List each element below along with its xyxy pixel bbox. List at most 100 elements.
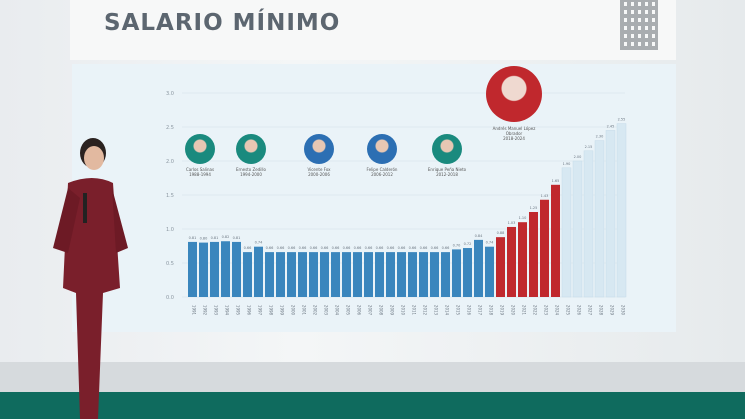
president-calderon: Felipe Calderón 2006-2012 <box>352 134 412 177</box>
x-tick-label: 2028 <box>599 305 604 316</box>
president-term: 2012-2018 <box>436 172 458 177</box>
data-label: 0.66 <box>288 246 296 250</box>
bar-historic <box>419 252 428 297</box>
x-tick-label: 2024 <box>555 305 560 316</box>
portrait <box>304 134 334 164</box>
data-label: 0.66 <box>431 246 439 250</box>
bar-amlo <box>551 184 560 297</box>
data-label: 0.74 <box>255 241 264 245</box>
bar-projection <box>561 167 572 298</box>
bar-historic <box>397 252 406 297</box>
data-label: 2.15 <box>585 145 593 149</box>
president-name: Vicente Fox <box>307 167 331 172</box>
x-tick-label: 2026 <box>577 305 582 316</box>
president-name: Felipe Calderón <box>366 167 398 172</box>
bar-projection <box>594 140 605 298</box>
bar-historic <box>254 246 263 297</box>
president-name: Carlos Salinas <box>185 167 215 172</box>
x-tick-label: 2010 <box>401 305 406 316</box>
x-tick-label: 2013 <box>434 305 439 316</box>
x-tick-label: 1993 <box>214 305 219 316</box>
x-tick-label: 1994 <box>225 305 230 316</box>
data-label: 0.66 <box>266 246 274 250</box>
data-label: 0.82 <box>222 235 230 239</box>
data-label: 0.81 <box>233 236 241 240</box>
x-tick-label: 2003 <box>324 305 329 316</box>
bar-historic <box>441 252 450 297</box>
y-tick-label: 1.0 <box>166 227 174 233</box>
x-tick-label: 2014 <box>445 305 450 316</box>
x-tick-label: 2002 <box>313 305 318 316</box>
data-label: 0.66 <box>343 246 351 250</box>
x-tick-label: 2027 <box>588 305 593 316</box>
y-tick-label: 1.5 <box>166 193 174 199</box>
x-tick-label: 2004 <box>335 305 340 316</box>
president-name: Andrés Manuel López Obrador <box>492 126 536 136</box>
slide-header <box>70 0 676 60</box>
y-tick-label: 0.0 <box>166 295 174 301</box>
x-tick-label: 2011 <box>412 305 417 316</box>
bar-historic <box>265 252 274 297</box>
data-label: 0.66 <box>244 246 252 250</box>
bar-projection <box>583 150 594 298</box>
bar-historic <box>309 252 318 297</box>
data-label: 0.80 <box>200 237 208 241</box>
x-tick-label: 1992 <box>203 305 208 316</box>
portrait <box>486 66 542 122</box>
x-tick-label: 2020 <box>511 305 516 316</box>
data-label: 0.66 <box>299 246 307 250</box>
y-tick-label: 3.0 <box>166 91 174 97</box>
bar-historic <box>408 252 417 297</box>
x-tick-label: 2017 <box>478 305 483 316</box>
floor-strip <box>0 392 745 419</box>
x-tick-label: 2025 <box>566 305 571 316</box>
x-tick-label: 1999 <box>280 305 285 316</box>
bar-historic <box>485 246 494 297</box>
president-term: 1994-2000 <box>240 172 262 177</box>
bar-historic <box>364 252 373 297</box>
x-tick-label: 1991 <box>192 305 197 316</box>
portrait <box>185 134 215 164</box>
x-tick-label: 2015 <box>456 305 461 316</box>
bar-historic <box>474 239 483 297</box>
bar-historic <box>188 241 197 297</box>
bar-historic <box>342 252 351 297</box>
data-label: 1.25 <box>530 206 538 210</box>
bar-historic <box>243 252 252 297</box>
x-tick-label: 2012 <box>423 305 428 316</box>
stage <box>0 362 745 392</box>
slide-title: SALARIO MÍNIMO <box>104 10 341 36</box>
x-tick-label: 2008 <box>379 305 384 316</box>
x-tick-label: 2029 <box>610 305 615 316</box>
data-label: 0.74 <box>486 241 495 245</box>
data-label: 0.81 <box>189 236 197 240</box>
x-tick-label: 2019 <box>500 305 505 316</box>
data-label: 0.66 <box>310 246 318 250</box>
bar-historic <box>386 252 395 297</box>
data-label: 1.43 <box>541 194 549 198</box>
speaker-figure <box>53 138 128 419</box>
x-tick-label: 2006 <box>357 305 362 316</box>
bar-historic <box>210 241 219 297</box>
data-label: 0.66 <box>398 246 406 250</box>
bar-historic <box>375 252 384 297</box>
data-label: 0.84 <box>475 234 484 238</box>
bar-projection <box>605 130 616 298</box>
bar-amlo <box>529 212 538 297</box>
bar-projection <box>572 160 583 298</box>
data-label: 2.00 <box>574 155 582 159</box>
president-zedillo: Ernesto Zedillo 1994-2000 <box>221 134 281 177</box>
x-tick-label: 2018 <box>489 305 494 316</box>
president-lopez-obrador: Andrés Manuel López Obrador 2018-2024 <box>484 66 544 141</box>
y-tick-label: 2.0 <box>166 159 174 165</box>
x-tick-label: 2009 <box>390 305 395 316</box>
president-term: 2006-2012 <box>371 172 393 177</box>
x-tick-label: 2005 <box>346 305 351 316</box>
president-term: 2000-2006 <box>308 172 330 177</box>
bar-historic <box>452 249 461 297</box>
x-tick-label: 2030 <box>621 305 626 316</box>
y-tick-label: 2.5 <box>166 125 174 131</box>
bar-historic <box>298 252 307 297</box>
x-tick-label: 2000 <box>291 305 296 316</box>
